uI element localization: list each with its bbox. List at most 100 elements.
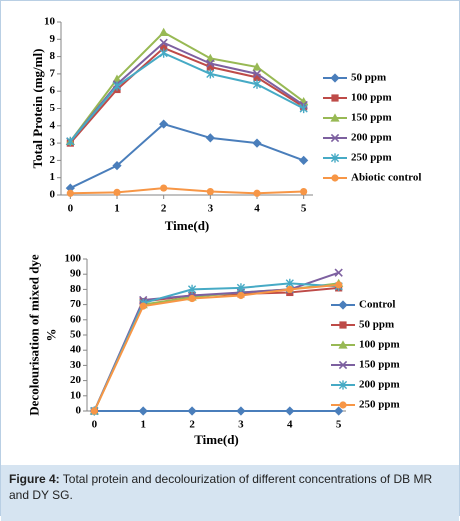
x-tick-label: 2 <box>189 419 195 431</box>
marker <box>237 291 245 300</box>
marker <box>160 44 168 52</box>
x-tick-label: 0 <box>92 419 98 431</box>
marker <box>330 113 340 122</box>
legend-label: 150 ppm <box>351 112 392 124</box>
marker <box>236 406 246 416</box>
series-line <box>93 282 339 412</box>
y-tick-label: 6 <box>50 85 56 97</box>
marker <box>90 407 98 415</box>
marker <box>253 73 261 81</box>
y-tick-label: 20 <box>70 374 82 386</box>
marker <box>112 81 122 91</box>
x-tick-label: 3 <box>238 419 244 431</box>
marker <box>66 189 74 197</box>
y-axis-label: Decolourisation of mixed dye <box>26 254 41 416</box>
y-tick-label: 40 <box>70 344 82 356</box>
marker <box>160 184 168 192</box>
series-line <box>69 46 305 144</box>
marker <box>187 284 197 294</box>
marker <box>330 73 340 83</box>
legend-label: 50 ppm <box>359 319 394 331</box>
legend-label: 200 ppm <box>359 379 400 391</box>
series-line <box>70 187 304 195</box>
legend-label: Abiotic control <box>351 172 421 184</box>
marker <box>330 153 340 163</box>
marker <box>338 300 348 310</box>
marker <box>236 283 246 293</box>
marker <box>299 155 309 165</box>
y-tick-label: 2 <box>50 154 56 166</box>
marker <box>206 187 214 196</box>
marker <box>252 138 262 148</box>
marker <box>252 69 262 79</box>
marker <box>330 133 340 143</box>
marker <box>206 69 215 79</box>
marker <box>334 406 344 416</box>
marker <box>331 174 339 182</box>
marker <box>206 59 215 68</box>
x-tick-label: 2 <box>161 203 167 215</box>
marker <box>331 94 339 102</box>
marker <box>335 281 343 289</box>
marker <box>113 188 121 197</box>
series-line <box>93 282 339 412</box>
x-tick-label: 1 <box>114 203 120 215</box>
y-axis-label: Total Protein (mg/ml) <box>30 49 45 169</box>
legend-label: 250 ppm <box>351 152 392 164</box>
y-tick-label: 50 <box>70 329 82 341</box>
y-tick-label: 60 <box>70 313 82 325</box>
x-tick-label: 4 <box>287 419 293 431</box>
marker <box>286 285 294 293</box>
marker <box>139 302 147 310</box>
marker <box>338 380 348 390</box>
y-tick-label: 3 <box>50 137 56 149</box>
marker <box>205 53 215 62</box>
y-tick-label: 9 <box>50 33 56 45</box>
legend-label: 100 ppm <box>359 339 400 351</box>
y-tick-label: 10 <box>44 16 56 28</box>
legend-label: 250 ppm <box>359 399 400 411</box>
legend-label: 100 ppm <box>351 92 392 104</box>
legend-label: 200 ppm <box>351 132 392 144</box>
y-tick-label: 10 <box>70 389 82 401</box>
marker <box>339 321 347 329</box>
x-axis-label: Time(d) <box>194 432 239 447</box>
y-tick-label: 7 <box>50 67 56 79</box>
series-line <box>69 123 305 189</box>
legend-label: 150 ppm <box>359 359 400 371</box>
series-line <box>93 283 339 412</box>
x-tick-label: 5 <box>336 419 342 431</box>
marker <box>65 183 75 193</box>
marker <box>300 187 308 196</box>
marker <box>252 79 262 89</box>
series-line <box>69 31 305 142</box>
x-tick-label: 1 <box>140 419 146 431</box>
x-tick-label: 4 <box>254 203 260 215</box>
marker <box>338 340 348 349</box>
marker <box>334 268 343 277</box>
y-tick-label: 70 <box>70 298 82 310</box>
caption-text: Total protein and decolourization of dif… <box>9 472 433 502</box>
series-line <box>93 286 339 412</box>
marker <box>253 189 261 197</box>
marker <box>138 406 148 416</box>
y-tick-label: 30 <box>70 359 82 371</box>
caption: Figure 4: Total protein and decolourizat… <box>1 465 459 521</box>
x-axis-label: Time(d) <box>165 218 210 233</box>
marker <box>159 38 168 47</box>
y-tick-label: 80 <box>70 283 82 295</box>
y-tick-label: 90 <box>70 268 82 280</box>
y-tick-label: 4 <box>50 119 56 131</box>
marker <box>112 160 122 171</box>
y-tick-label: 0 <box>50 189 56 201</box>
marker <box>338 360 348 370</box>
marker <box>66 136 75 146</box>
y-tick-label: 0 <box>76 405 82 417</box>
marker <box>252 62 262 71</box>
x-tick-label: 5 <box>301 203 307 215</box>
marker <box>206 63 214 71</box>
y-tick-label: 5 <box>50 102 56 114</box>
marker <box>159 48 168 58</box>
marker <box>285 406 295 416</box>
